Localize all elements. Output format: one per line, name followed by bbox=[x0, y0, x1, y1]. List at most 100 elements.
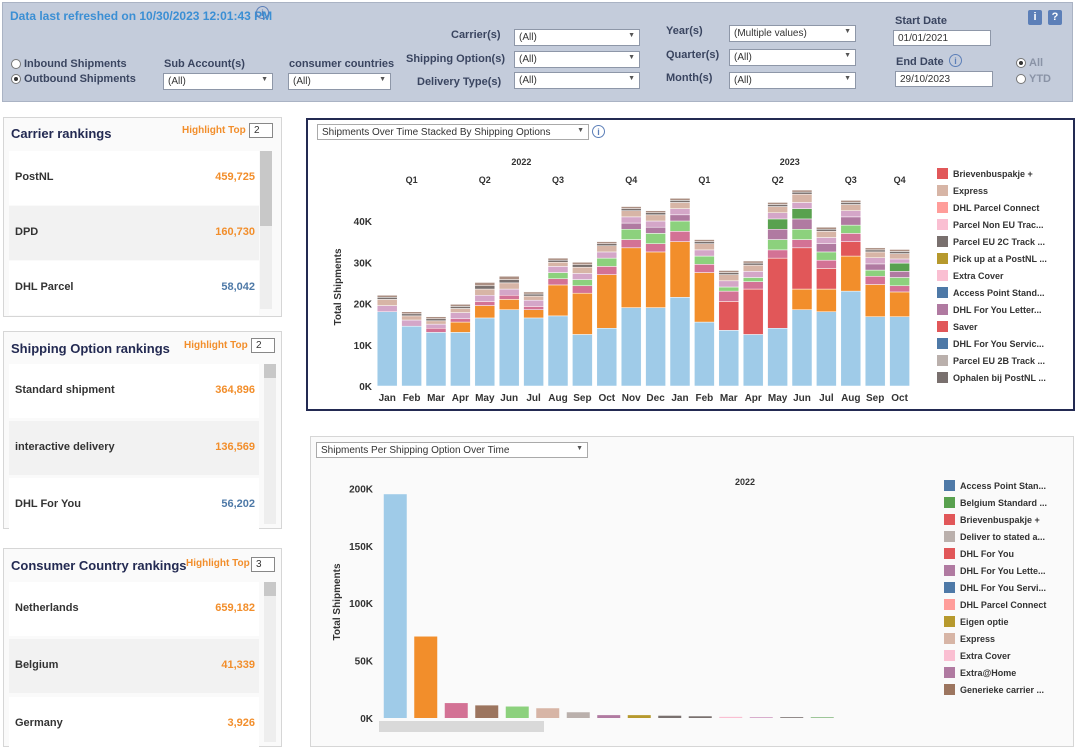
x-tick-label: Mar bbox=[720, 393, 738, 404]
legend-label: Express bbox=[960, 634, 995, 644]
help-icon[interactable]: ? bbox=[1048, 10, 1062, 25]
bar-segment bbox=[547, 278, 569, 286]
legend-swatch bbox=[937, 338, 948, 349]
bar-segment bbox=[596, 243, 618, 246]
end-date-info-icon[interactable]: i bbox=[949, 54, 962, 67]
month-dropdown[interactable]: (All) ▼ bbox=[729, 72, 856, 89]
shipping-highlight-input[interactable]: 2 bbox=[251, 338, 275, 353]
bar-segment bbox=[742, 334, 764, 387]
carrier-highlight-input[interactable]: 2 bbox=[249, 123, 273, 138]
sub-account-dropdown[interactable]: (All) ▼ bbox=[163, 73, 273, 90]
country-scrollbar[interactable] bbox=[264, 582, 276, 742]
chart1-selector[interactable]: Shipments Over Time Stacked By Shipping … bbox=[317, 124, 589, 140]
x-tick-label: Feb bbox=[403, 393, 421, 404]
year-label: 2022 bbox=[511, 157, 531, 167]
bar-segment bbox=[864, 247, 886, 251]
y-tick-label: 20K bbox=[354, 300, 373, 311]
end-date-input[interactable]: 29/10/2023 bbox=[895, 71, 993, 87]
shipping-scrollbar[interactable] bbox=[264, 364, 276, 524]
chart1-info-icon[interactable]: i bbox=[592, 125, 605, 138]
y-tick-label: 50K bbox=[355, 657, 374, 668]
chart2-selector[interactable]: Shipments Per Shipping Option Over Time ▼ bbox=[316, 442, 588, 458]
chevron-down-icon: ▼ bbox=[628, 54, 635, 61]
bar bbox=[597, 715, 621, 718]
legend-label: DHL Parcel Connect bbox=[953, 203, 1039, 213]
bar-segment bbox=[669, 214, 691, 222]
quarter-label: Q1 bbox=[698, 175, 710, 185]
shipping-row[interactable]: interactive delivery 136,569 bbox=[9, 421, 259, 475]
bar-segment bbox=[547, 272, 569, 279]
outbound-radio[interactable] bbox=[11, 74, 21, 84]
legend-swatch bbox=[944, 599, 955, 610]
bar bbox=[414, 636, 438, 718]
bar-segment bbox=[572, 262, 593, 265]
bar-segment bbox=[767, 328, 788, 387]
bar-segment bbox=[498, 282, 520, 290]
legend-label: Extra Cover bbox=[953, 271, 1004, 281]
legend-label: Parcel EU 2C Track ... bbox=[953, 237, 1045, 247]
bar-segment bbox=[645, 210, 666, 213]
country-row[interactable]: Germany 3,926 bbox=[9, 697, 259, 751]
bar-segment bbox=[791, 191, 813, 195]
quarter-dropdown[interactable]: (All) ▼ bbox=[729, 49, 856, 66]
bar-segment bbox=[474, 317, 496, 387]
all-radio[interactable] bbox=[1016, 58, 1026, 68]
delivery-type-dropdown[interactable]: (All) ▼ bbox=[514, 72, 640, 89]
carrier-name: PostNL bbox=[15, 171, 54, 183]
bar-segment bbox=[816, 259, 837, 269]
legend-swatch bbox=[944, 616, 955, 627]
country-row[interactable]: Netherlands 659,182 bbox=[9, 582, 259, 636]
bar-segment bbox=[864, 251, 886, 258]
bar-segment bbox=[450, 318, 471, 323]
carrier-row[interactable]: DHL Parcel 58,042 bbox=[9, 261, 259, 315]
start-date-input[interactable]: 01/01/2021 bbox=[893, 30, 991, 46]
legend-swatch bbox=[937, 372, 948, 383]
bar-segment bbox=[889, 316, 910, 387]
all-radio-label[interactable]: All bbox=[1029, 57, 1044, 69]
ytd-radio[interactable] bbox=[1016, 74, 1026, 84]
bar-segment bbox=[523, 293, 544, 297]
info-icon[interactable]: i bbox=[1028, 10, 1042, 25]
end-date-label: End Date bbox=[896, 56, 944, 68]
shipping-row[interactable]: DHL For You 56,202 bbox=[9, 478, 259, 532]
outbound-radio-label[interactable]: Outbound Shipments bbox=[24, 73, 136, 85]
bar-segment bbox=[596, 274, 618, 329]
refresh-info-icon[interactable]: i bbox=[256, 6, 269, 19]
year-dropdown[interactable]: (Multiple values) ▼ bbox=[729, 25, 856, 42]
bar-segment bbox=[425, 316, 447, 320]
shipping-value: 136,569 bbox=[215, 441, 255, 453]
legend-label: Parcel Non EU Trac... bbox=[953, 220, 1044, 230]
bar-segment bbox=[572, 279, 593, 287]
bar-segment bbox=[840, 204, 862, 211]
bar-segment bbox=[498, 288, 520, 296]
country-row[interactable]: Belgium 41,339 bbox=[9, 639, 259, 693]
y-tick-label: 30K bbox=[354, 258, 373, 269]
country-scrollbar-thumb[interactable] bbox=[264, 582, 276, 596]
carrier-dropdown[interactable]: (All) ▼ bbox=[514, 29, 640, 46]
bar-segment bbox=[498, 279, 520, 284]
bar-segment bbox=[864, 249, 886, 253]
bar-segment bbox=[742, 271, 764, 278]
bar-segment bbox=[889, 277, 910, 287]
chevron-down-icon: ▼ bbox=[628, 32, 635, 39]
carrier-scrollbar-thumb[interactable] bbox=[260, 151, 272, 226]
inbound-radio[interactable] bbox=[11, 59, 21, 69]
bar-segment bbox=[718, 272, 740, 275]
shipping-scrollbar-thumb[interactable] bbox=[264, 364, 276, 378]
shipping-row[interactable]: Standard shipment 364,896 bbox=[9, 364, 259, 418]
carrier-row[interactable]: PostNL 459,725 bbox=[9, 151, 259, 205]
ytd-radio-label[interactable]: YTD bbox=[1029, 73, 1051, 85]
bar-segment bbox=[596, 328, 618, 387]
inbound-radio-label[interactable]: Inbound Shipments bbox=[24, 58, 127, 70]
country-highlight-input[interactable]: 3 bbox=[251, 557, 275, 572]
bar-segment bbox=[547, 262, 569, 267]
bar bbox=[505, 706, 529, 718]
bar-segment bbox=[864, 284, 886, 317]
bar-segment bbox=[596, 251, 618, 259]
legend-label: DHL For You Lette... bbox=[960, 566, 1046, 576]
shipping-highlight-label: Highlight Top bbox=[184, 340, 248, 351]
carrier-row[interactable]: DPD 160,730 bbox=[9, 206, 259, 260]
consumer-countries-dropdown[interactable]: (All) ▼ bbox=[288, 73, 391, 90]
shipping-option-dropdown[interactable]: (All) ▼ bbox=[514, 51, 640, 68]
bar-segment bbox=[474, 305, 496, 319]
